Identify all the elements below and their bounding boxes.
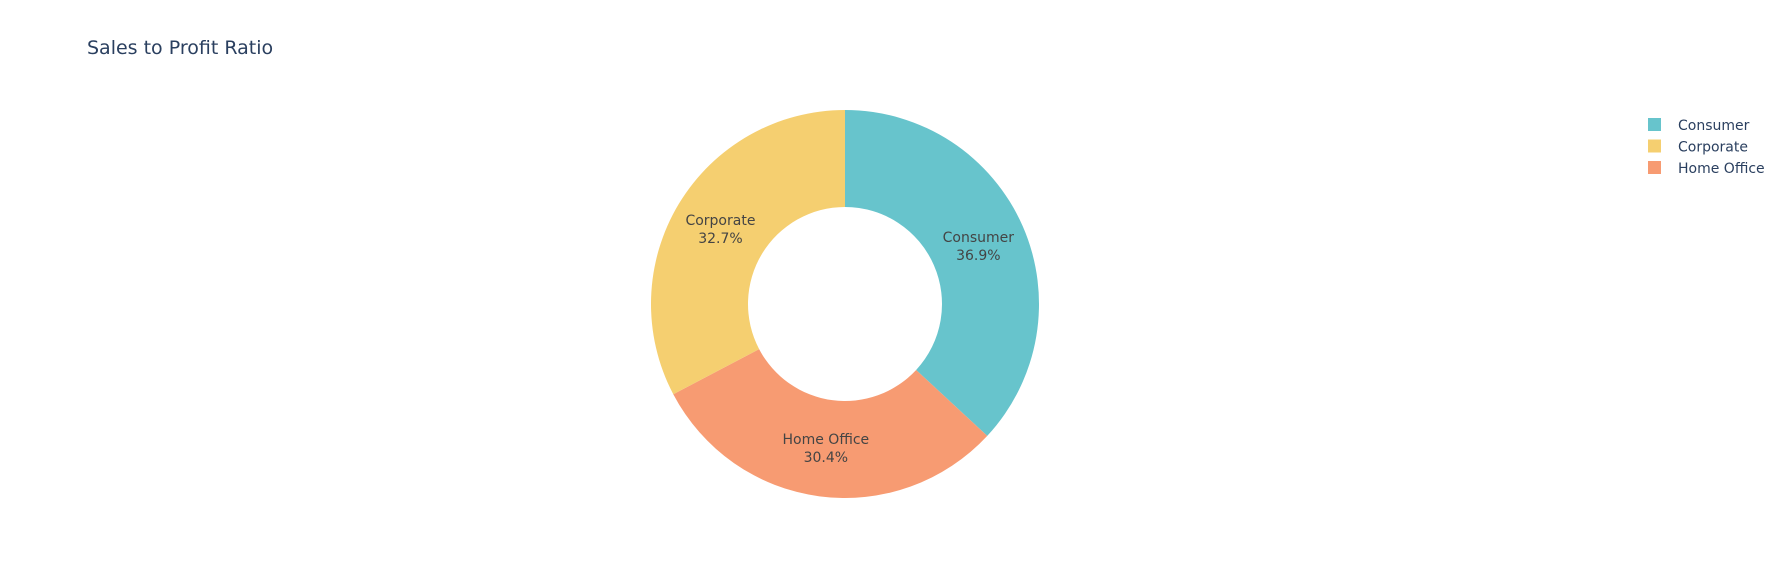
- slice-label-percent: 30.4%: [804, 450, 848, 466]
- legend-label: Consumer: [1678, 118, 1750, 134]
- legend-swatch: [1648, 140, 1661, 153]
- slice-label-percent: 36.9%: [956, 248, 1000, 264]
- chart-title: Sales to Profit Ratio: [87, 37, 273, 59]
- legend-label: Home Office: [1678, 161, 1765, 177]
- slice-label-percent: 32.7%: [698, 231, 742, 247]
- legend-swatch: [1648, 118, 1661, 131]
- legend-swatch: [1648, 161, 1661, 174]
- legend-label: Corporate: [1678, 140, 1748, 156]
- slice-label-name: Home Office: [783, 432, 870, 448]
- slice-label-name: Corporate: [685, 213, 755, 229]
- slice-label-name: Consumer: [943, 230, 1015, 246]
